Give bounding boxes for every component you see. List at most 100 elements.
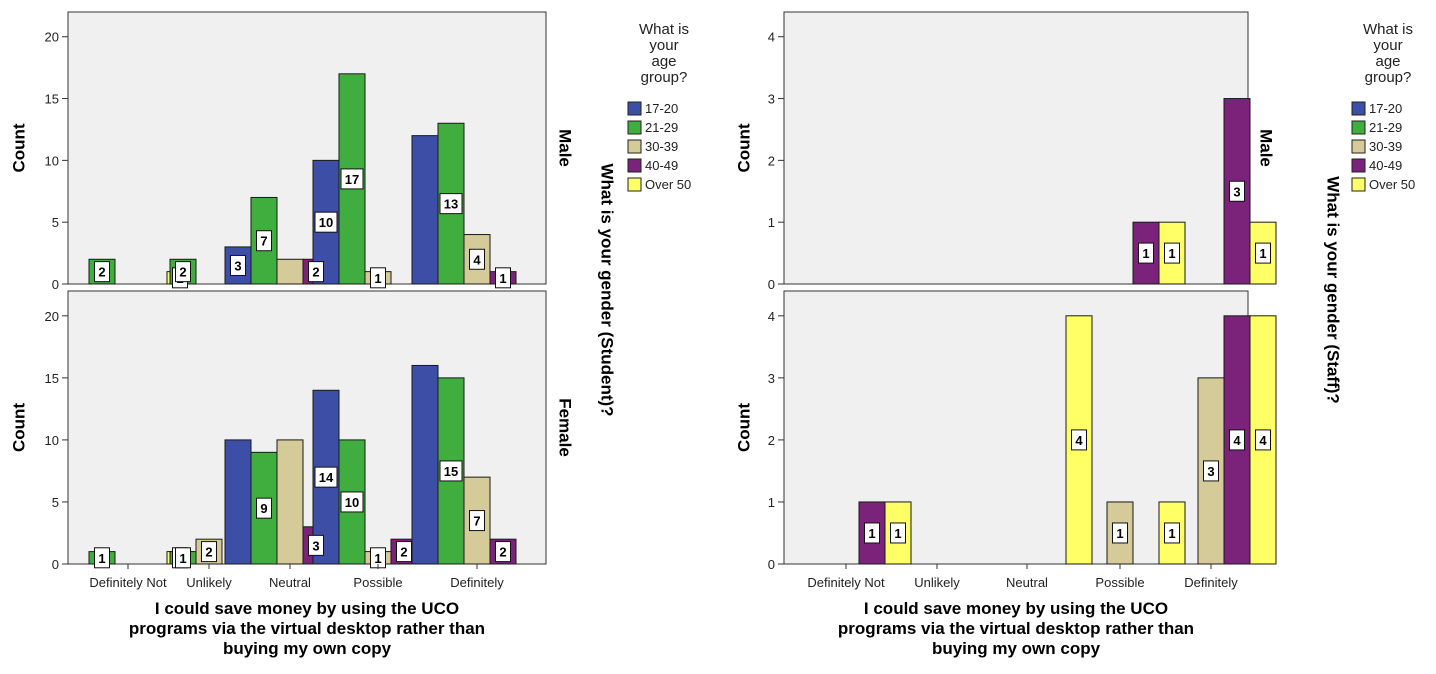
data-label-box [1164, 522, 1180, 544]
legend-swatch [1351, 139, 1366, 154]
x-tick-label: Unlikely [914, 575, 960, 590]
y-axis-label: Count [9, 403, 28, 452]
data-label: 1 [179, 551, 186, 566]
x-tick-label: Definitely Not [807, 575, 885, 590]
bar-neutral-30-39 [276, 258, 304, 285]
x-axis-label: buying my own copy [223, 639, 392, 658]
y-tick-label: 0 [768, 557, 775, 572]
data-label: 2 [499, 545, 506, 560]
data-label: 2 [98, 265, 105, 280]
legend-item-label: 40-49 [645, 158, 678, 173]
data-label: 4 [1259, 433, 1267, 448]
bar-neutral-30-39 [276, 439, 304, 565]
x-tick-label: Definitely [1184, 575, 1238, 590]
data-label: 2 [179, 265, 186, 280]
y-tick-label: 2 [768, 153, 775, 168]
data-label-box [495, 541, 511, 563]
data-label: 1 [499, 271, 506, 286]
data-label: 1 [1168, 246, 1175, 261]
legend-swatch [627, 158, 642, 173]
panel-label: Male [556, 129, 575, 167]
data-label: 17 [345, 172, 359, 187]
data-label-box [1255, 242, 1271, 264]
data-label: 13 [444, 197, 458, 212]
x-axis-label: I could save money by using the UCO [864, 599, 1168, 618]
facet-label: What is your gender (Student)? [598, 163, 617, 416]
data-label-box [1229, 429, 1245, 451]
data-label-box [308, 261, 324, 283]
legend-item-label: 17-20 [645, 101, 678, 116]
data-label: 10 [345, 495, 359, 510]
data-label-box [396, 541, 412, 563]
legend-item-label: 17-20 [1369, 101, 1402, 116]
data-label: 7 [260, 234, 267, 249]
data-label-box [1255, 429, 1271, 451]
x-tick-label: Definitely [450, 575, 504, 590]
legend-swatch [1351, 177, 1366, 192]
data-label-box [1164, 242, 1180, 264]
legend-title: group? [1365, 69, 1412, 86]
legend-item-label: 30-39 [1369, 139, 1402, 154]
x-tick-label: Neutral [269, 575, 311, 590]
data-label: 2 [400, 545, 407, 560]
data-label-box [469, 510, 485, 532]
data-label: 1 [1142, 246, 1149, 261]
x-tick-label: Possible [1095, 575, 1144, 590]
x-tick-label: Possible [353, 575, 402, 590]
x-axis-label: programs via the virtual desktop rather … [838, 619, 1194, 638]
legend-title: age [651, 53, 676, 70]
data-label-box [201, 541, 217, 563]
x-tick-label: Unlikely [186, 575, 232, 590]
data-label-box [495, 267, 511, 289]
bar-neutral-17-20 [224, 439, 252, 565]
legend-item-label: 21-29 [1369, 120, 1402, 135]
data-label-box [94, 261, 110, 283]
chart-1: Male01234Count1131Female01234Count114113… [734, 11, 1415, 658]
data-label-box [175, 547, 191, 569]
data-label: 3 [312, 538, 319, 553]
data-label-box [1112, 522, 1128, 544]
panel-label: Male [1257, 129, 1276, 167]
data-label: 7 [473, 514, 480, 529]
legend-swatch [1351, 120, 1366, 135]
y-tick-label: 0 [52, 557, 59, 572]
data-label-box [1138, 242, 1154, 264]
legend-swatch [627, 101, 642, 116]
y-tick-label: 3 [768, 371, 775, 386]
y-axis-label: Count [9, 123, 28, 172]
data-label-box [340, 491, 364, 513]
data-label: 2 [312, 265, 319, 280]
y-tick-label: 4 [768, 30, 775, 45]
data-label: 4 [1075, 433, 1083, 448]
data-label-box [314, 211, 338, 233]
y-tick-label: 20 [45, 30, 59, 45]
y-tick-label: 15 [45, 371, 59, 386]
data-label: 9 [260, 501, 267, 516]
legend-swatch [627, 177, 642, 192]
data-label-box [94, 547, 110, 569]
data-label-box [175, 261, 191, 283]
panel-label: Female [556, 398, 575, 457]
x-axis-label: buying my own copy [932, 639, 1101, 658]
data-label: 1 [1168, 526, 1175, 541]
data-label: 1 [98, 551, 105, 566]
facet-label: What is your gender (Staff)? [1324, 176, 1343, 404]
y-tick-label: 10 [45, 433, 59, 448]
legend-swatch [627, 120, 642, 135]
y-tick-label: 1 [768, 215, 775, 230]
data-label: 1 [374, 271, 381, 286]
chart-0: Male05101520Count212372101711341Female05… [9, 11, 691, 658]
data-label-box [864, 522, 880, 544]
y-tick-label: 0 [768, 277, 775, 292]
data-label-box [890, 522, 906, 544]
bar-definitely-17-20 [411, 364, 439, 565]
data-label-box [340, 168, 364, 190]
data-label: 4 [473, 252, 481, 267]
data-label-box [1229, 180, 1245, 202]
data-label: 14 [319, 470, 334, 485]
data-label: 1 [868, 526, 875, 541]
data-label: 3 [234, 258, 241, 273]
